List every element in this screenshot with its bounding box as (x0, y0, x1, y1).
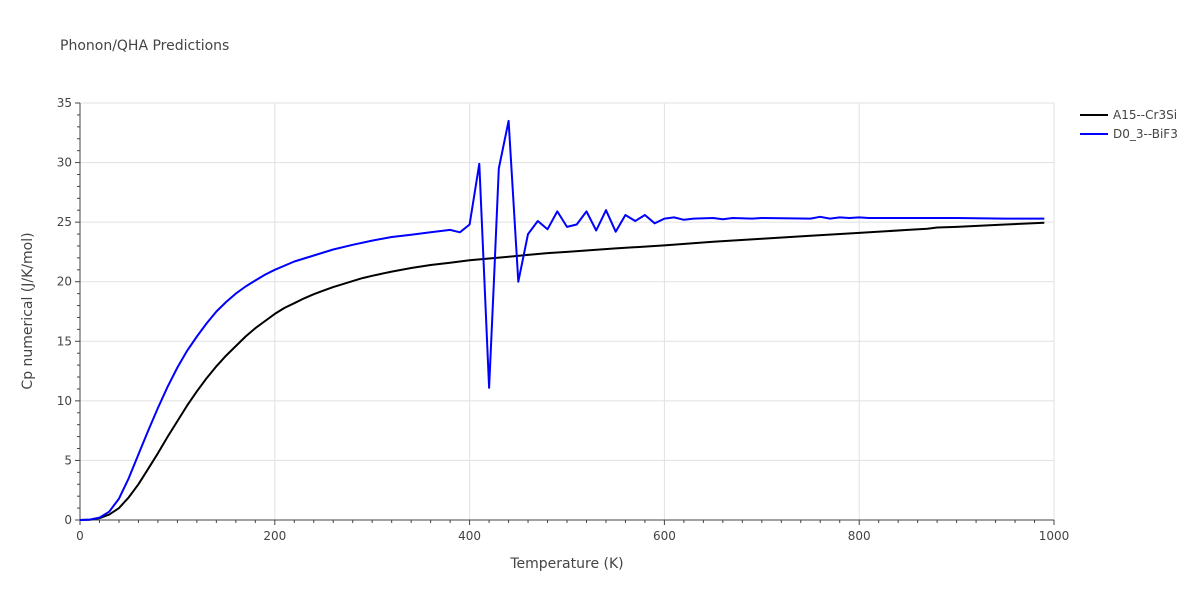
legend-label: A15--Cr3Si (1113, 108, 1177, 122)
y-axis-title: Cp numerical (J/K/mol) (20, 232, 36, 389)
x-tick-label: 1000 (1039, 529, 1070, 543)
series-layer (79, 119, 1045, 521)
legend-item-1[interactable]: A15--Cr3Si (1080, 108, 1177, 122)
x-tick-label: 0 (76, 529, 84, 543)
y-tick-label: 25 (57, 215, 72, 229)
legend[interactable]: A15--Cr3Si D0_3--BiF3 (1080, 108, 1178, 141)
y-tick-label: 15 (57, 334, 72, 348)
x-tick-label: 200 (263, 529, 286, 543)
grid (80, 102, 1055, 520)
x-tick-label: 600 (653, 529, 676, 543)
x-tick-label: 400 (458, 529, 481, 543)
y-tick-label: 10 (57, 394, 72, 408)
series-line-1 (79, 221, 1045, 521)
legend-label: D0_3--BiF3 (1113, 127, 1178, 141)
legend-item-2[interactable]: D0_3--BiF3 (1080, 127, 1178, 141)
x-axis-title: Temperature (K) (509, 556, 623, 572)
y-tick-label: 35 (57, 96, 72, 110)
y-tick-label: 0 (64, 513, 72, 527)
x-tick-label: 800 (848, 529, 871, 543)
y-tick-label: 30 (57, 156, 72, 170)
y-tick-label: 20 (57, 275, 72, 289)
axes: 0 200 400 600 800 1000 0 5 10 15 20 25 30 35 (57, 96, 1070, 543)
y-tick-label: 5 (64, 453, 72, 467)
chart-title: Phonon/QHA Predictions (60, 38, 229, 54)
series-line-2 (79, 119, 1045, 521)
